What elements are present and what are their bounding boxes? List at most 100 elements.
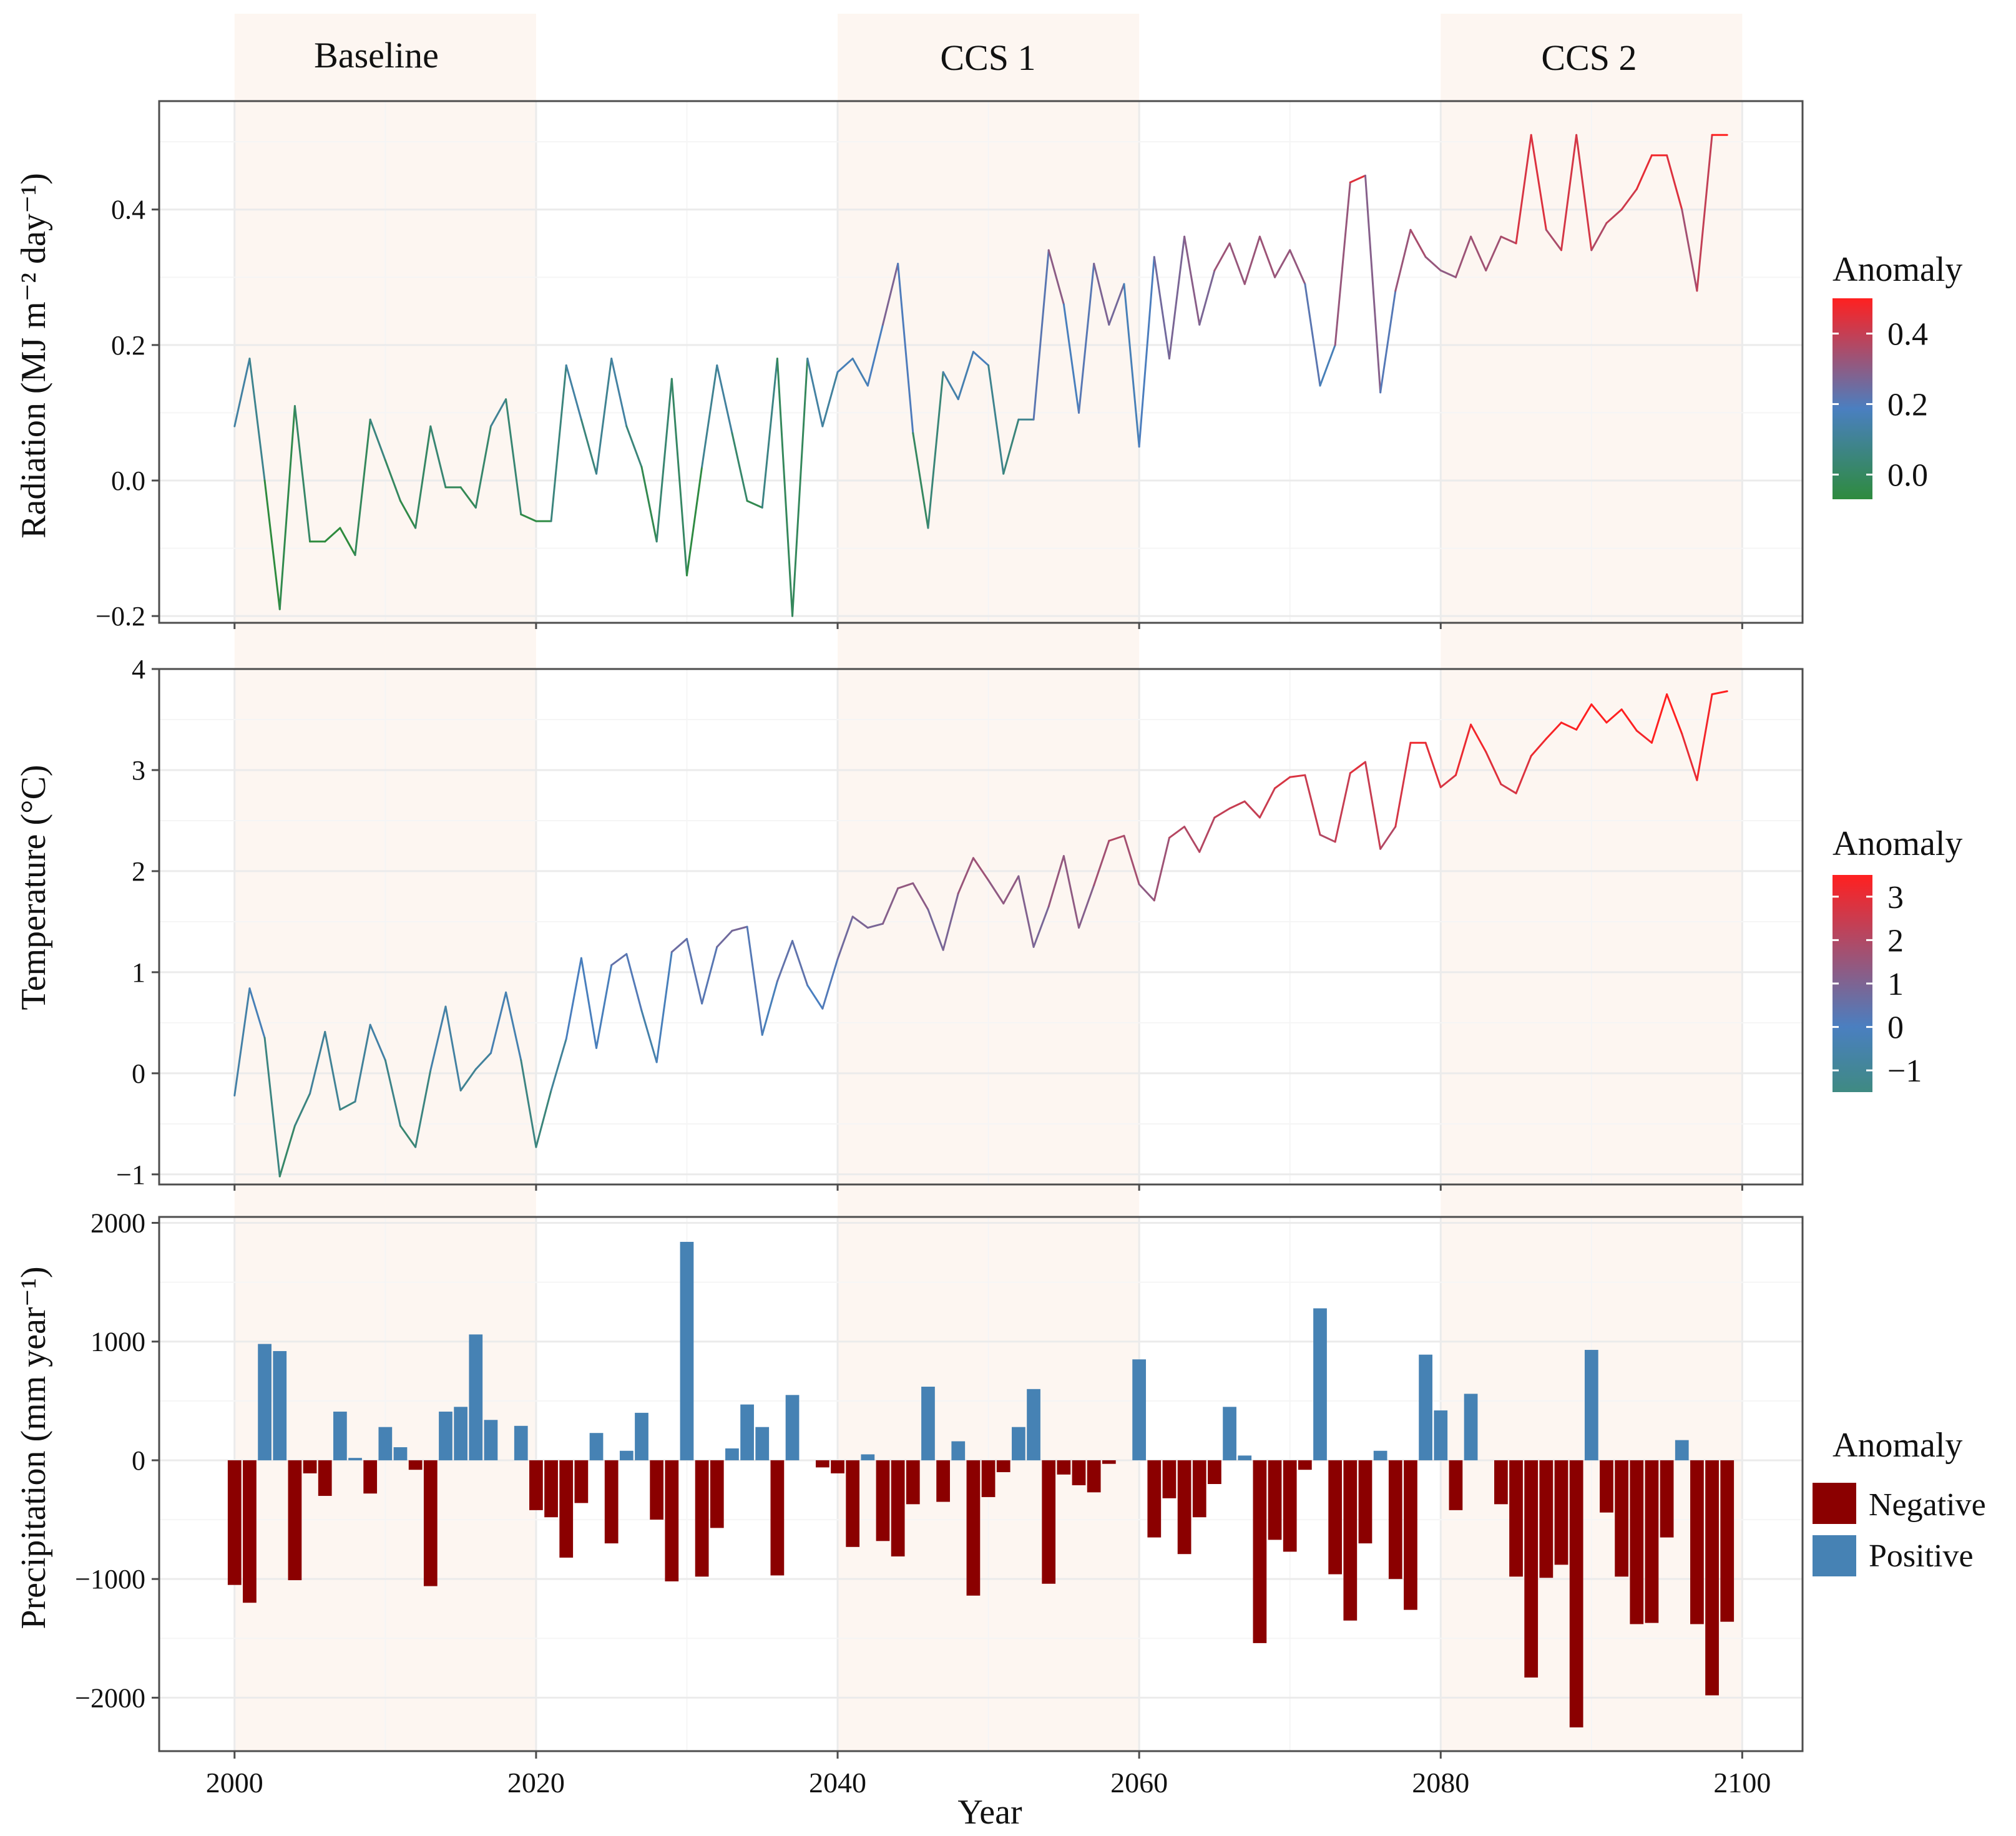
- year-tick-label: 2100: [1713, 1767, 1771, 1799]
- precipitation-bar: [318, 1460, 332, 1497]
- radiation-line-segment: [1138, 256, 1155, 448]
- temperature-line-segment: [942, 892, 959, 951]
- precipitation-legend-title: Anomaly: [1833, 1426, 1962, 1465]
- radiation-panel: −0.2 0.0 0.2 0.4 Radiation (MJ m⁻² day⁻¹…: [14, 100, 1962, 632]
- temperature-line-segment: [625, 953, 643, 1012]
- temperature-line-segment: [806, 984, 824, 1010]
- precipitation-bar: [393, 1447, 408, 1460]
- temperature-ytick-label: 4: [132, 654, 145, 685]
- year-tick-label: 2040: [809, 1767, 866, 1799]
- radiation-line-segment: [1575, 134, 1593, 251]
- radiation-line-segment: [1681, 208, 1698, 292]
- precipitation-axis-title: Precipitation (mm year⁻¹): [14, 1266, 53, 1629]
- radiation-line-segment: [927, 371, 944, 529]
- radiation-line-segment: [851, 358, 869, 387]
- radiation-line: [233, 134, 1728, 617]
- temperature-line-segment: [1696, 693, 1713, 781]
- temperature-line-segment: [1093, 839, 1110, 887]
- radiation-line-segment: [1258, 235, 1276, 278]
- year-tick-label: 2000: [206, 1767, 263, 1799]
- precipitation-bar: [1600, 1460, 1613, 1513]
- temperature-line-segment: [761, 980, 778, 1036]
- precipitation-bar: [1705, 1460, 1719, 1696]
- temperature-line-segment: [1334, 772, 1351, 843]
- temperature-line-segment: [233, 987, 251, 1096]
- temperature-legend-label: 3: [1887, 880, 1904, 916]
- precipitation-legend: Anomaly Negative Positive: [1813, 1426, 1986, 1576]
- precipitation-bar: [1343, 1460, 1358, 1621]
- radiation-line-segment: [1319, 344, 1336, 387]
- precipitation-bar: [273, 1350, 287, 1460]
- radiation-line-segment: [1620, 188, 1638, 211]
- temperature-line-segment: [836, 916, 854, 960]
- radiation-line-segment: [881, 263, 899, 326]
- temperature-legend-label: 2: [1887, 923, 1904, 959]
- temperature-line-segment: [851, 916, 869, 929]
- precipitation-bar: [1192, 1460, 1206, 1518]
- temperature-line-segment: [535, 1089, 552, 1148]
- radiation-line-segment: [1454, 235, 1472, 278]
- precipitation-bar: [1102, 1460, 1116, 1464]
- precipitation-bar: [650, 1460, 664, 1520]
- temperature-line-segment: [1666, 693, 1683, 735]
- precipitation-bar: [831, 1460, 844, 1473]
- precipitation-bar: [1419, 1354, 1432, 1460]
- precipitation-bar: [559, 1460, 574, 1558]
- radiation-line-segment: [1032, 249, 1050, 421]
- radiation-line-segment: [1515, 134, 1532, 245]
- radiation-line-segment: [1500, 235, 1517, 245]
- temperature-line-segment: [1545, 721, 1563, 740]
- temperature-line-segment: [1394, 741, 1412, 828]
- radiation-line-segment: [1274, 249, 1291, 278]
- precipitation-bar: [1690, 1460, 1704, 1624]
- temperature-line-segment: [897, 882, 914, 889]
- radiation-line-segment: [1545, 228, 1563, 251]
- temperature-ytick-label: 3: [132, 755, 145, 786]
- precipitation-bar: [243, 1460, 257, 1603]
- precipitation-bar: [996, 1460, 1010, 1472]
- precipitation-bar: [227, 1460, 242, 1585]
- radiation-line-segment: [685, 466, 703, 577]
- legend-key-positive: [1813, 1535, 1856, 1576]
- temperature-line-segment: [550, 1038, 567, 1091]
- temperature-line-segment: [595, 964, 613, 1049]
- precipitation-bar: [574, 1460, 589, 1503]
- year-tick-label: 2060: [1110, 1767, 1168, 1799]
- precipitation-bar: [876, 1460, 890, 1541]
- period-label-baseline: Baseline: [314, 35, 439, 76]
- precipitation-bar: [514, 1425, 528, 1460]
- temperature-line-segment: [293, 1092, 311, 1127]
- temperature-line-segment: [474, 1052, 492, 1070]
- radiation-axis-title: Radiation (MJ m⁻² day⁻¹): [14, 173, 53, 539]
- precipitation-bar: [680, 1241, 694, 1460]
- temperature-line-segment: [1108, 834, 1125, 842]
- precipitation-bar: [1238, 1455, 1252, 1460]
- radiation-line-segment: [565, 364, 582, 421]
- precipitation-bar: [1328, 1460, 1343, 1575]
- precipitation-bar: [484, 1420, 498, 1460]
- radiation-line-segment: [1696, 134, 1713, 292]
- radiation-line-segment: [987, 364, 1005, 475]
- radiation-line-segment: [324, 527, 341, 543]
- radiation-ytick-label: 0.0: [111, 466, 145, 496]
- radiation-line-segment: [1530, 134, 1547, 231]
- temperature-line-segment: [580, 957, 598, 1049]
- radiation-line-segment: [1047, 249, 1065, 306]
- precipitation-bar: [378, 1427, 393, 1460]
- radiation-line-segment: [293, 405, 311, 543]
- temperature-line-segment: [278, 1125, 296, 1178]
- radiation-line-segment: [1394, 228, 1412, 292]
- temperature-line-segment: [670, 937, 688, 953]
- temperature-line-segment: [610, 953, 628, 967]
- precipitation-bar: [1645, 1460, 1659, 1623]
- temperature-panel-frame: [158, 668, 1804, 1186]
- radiation-line-segment: [1183, 235, 1201, 326]
- temperature-line-segment: [1530, 738, 1547, 757]
- temperature-line-segment: [1605, 708, 1623, 724]
- radiation-ytick-label: −0.2: [95, 601, 145, 632]
- radiation-line-segment: [1349, 174, 1366, 183]
- temperature-line-segment: [1138, 883, 1155, 902]
- temperature-line-segment: [912, 882, 929, 911]
- precipitation-bar: [1208, 1460, 1221, 1484]
- radiation-y-axis: −0.2 0.0 0.2 0.4: [95, 195, 159, 632]
